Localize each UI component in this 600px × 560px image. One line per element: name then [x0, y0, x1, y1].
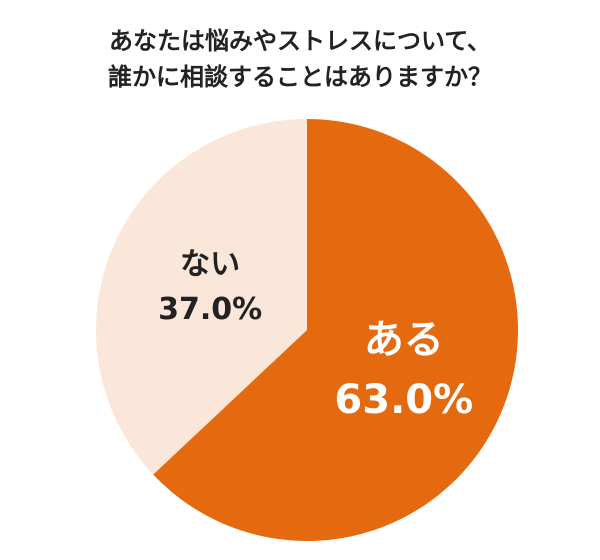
- chart-title: 誰かに相談することはありますか？: [108, 63, 492, 91]
- slice-value-label: 37.0%: [158, 292, 262, 327]
- slice-category-label: ある: [364, 317, 444, 363]
- pie-slice: [96, 119, 308, 475]
- chart-title: あなたは悩みやストレスについて、: [109, 27, 491, 55]
- slice-category-label: ない: [180, 247, 240, 282]
- pie-slice: [153, 119, 518, 541]
- slice-value-label: 63.0%: [334, 377, 473, 423]
